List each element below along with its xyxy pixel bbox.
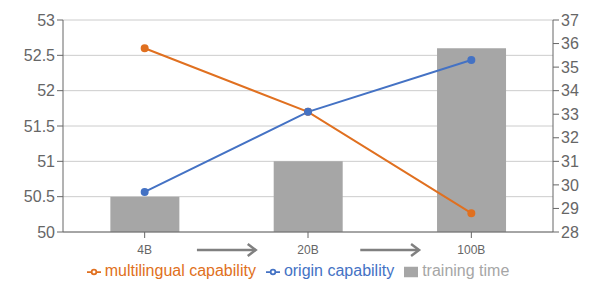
- svg-text:36: 36: [561, 35, 579, 52]
- svg-text:34: 34: [561, 82, 579, 99]
- svg-text:52: 52: [37, 82, 55, 99]
- svg-text:32: 32: [561, 129, 579, 146]
- svg-text:29: 29: [561, 200, 579, 217]
- svg-text:50: 50: [37, 224, 55, 241]
- svg-text:31: 31: [561, 153, 579, 170]
- svg-text:51: 51: [37, 153, 55, 170]
- svg-text:53: 53: [37, 12, 55, 29]
- svg-text:51.5: 51.5: [24, 118, 55, 135]
- html-text:origin capability: origin capability: [283, 262, 395, 279]
- html-text:training time: training time: [422, 262, 510, 279]
- svg-text:50.5: 50.5: [24, 188, 55, 205]
- svg-text:52.5: 52.5: [24, 47, 55, 64]
- svg-text:37: 37: [561, 12, 579, 29]
- svg-text:100B: 100B: [457, 243, 485, 257]
- svg-text:35: 35: [561, 59, 579, 76]
- svg-text:33: 33: [561, 106, 579, 123]
- svg-text:4B: 4B: [137, 243, 152, 257]
- html-text:multilingual capability: multilingual capability: [104, 262, 256, 279]
- svg-text:20B: 20B: [297, 243, 318, 257]
- svg-text:28: 28: [561, 224, 579, 241]
- svg-text:30: 30: [561, 177, 579, 194]
